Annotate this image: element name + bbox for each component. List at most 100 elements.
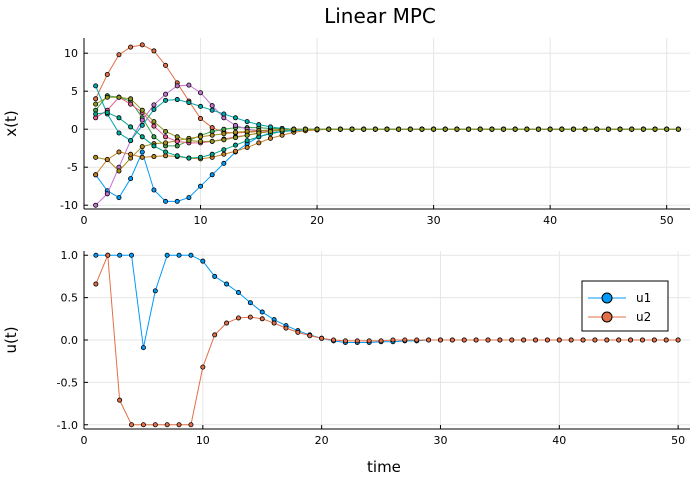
data-point bbox=[342, 338, 348, 344]
x-axis-label: time bbox=[367, 458, 401, 476]
data-point bbox=[128, 96, 134, 102]
data-point bbox=[314, 126, 320, 132]
data-point bbox=[104, 191, 110, 197]
data-point bbox=[259, 309, 265, 315]
data-point bbox=[93, 101, 99, 107]
data-point bbox=[116, 168, 122, 174]
figure-title: Linear MPC bbox=[324, 4, 436, 28]
data-point bbox=[140, 345, 146, 351]
data-point bbox=[151, 102, 157, 108]
data-point bbox=[93, 111, 99, 117]
x-tick-label: 20 bbox=[310, 214, 324, 227]
data-point bbox=[164, 252, 170, 258]
data-point bbox=[198, 154, 204, 160]
data-point bbox=[592, 337, 598, 343]
data-point bbox=[198, 138, 204, 144]
data-point bbox=[533, 337, 539, 343]
data-point bbox=[378, 338, 384, 344]
data-point bbox=[116, 94, 122, 100]
data-point bbox=[152, 422, 158, 428]
data-point bbox=[140, 422, 146, 428]
data-point bbox=[663, 337, 669, 343]
data-point bbox=[489, 126, 495, 132]
data-point bbox=[232, 129, 238, 135]
data-point bbox=[221, 137, 227, 143]
y-tick-label: -0.5 bbox=[57, 376, 78, 389]
data-point bbox=[164, 422, 170, 428]
data-point bbox=[116, 149, 122, 155]
y-axis-label: x(t) bbox=[2, 110, 20, 136]
data-point bbox=[437, 337, 443, 343]
y-tick-label: 0.5 bbox=[61, 292, 79, 305]
y-tick-label: -1.0 bbox=[57, 419, 78, 432]
x-tick-label: 50 bbox=[671, 434, 685, 447]
data-point bbox=[186, 155, 192, 161]
data-point bbox=[337, 126, 343, 132]
data-point bbox=[582, 126, 588, 132]
data-point bbox=[361, 126, 367, 132]
data-point bbox=[402, 337, 408, 343]
data-point bbox=[151, 48, 157, 54]
data-point bbox=[396, 126, 402, 132]
y-tick-label: -10 bbox=[60, 199, 78, 212]
data-point bbox=[128, 138, 134, 144]
data-point bbox=[639, 337, 645, 343]
data-point bbox=[93, 172, 99, 178]
data-point bbox=[512, 126, 518, 132]
data-point bbox=[616, 337, 622, 343]
data-point bbox=[116, 130, 122, 136]
data-point bbox=[232, 135, 238, 141]
legend-swatch-marker bbox=[601, 311, 613, 323]
data-point bbox=[209, 138, 215, 144]
y-tick-label: 0 bbox=[71, 123, 78, 136]
data-point bbox=[366, 338, 372, 344]
data-point bbox=[521, 337, 527, 343]
data-point bbox=[221, 151, 227, 157]
data-point bbox=[128, 124, 134, 130]
data-point bbox=[139, 154, 145, 160]
data-point bbox=[163, 134, 169, 140]
data-point bbox=[419, 126, 425, 132]
data-point bbox=[117, 397, 123, 403]
data-point bbox=[139, 107, 145, 113]
data-point bbox=[104, 71, 110, 77]
data-point bbox=[104, 94, 110, 100]
legend-label: u2 bbox=[636, 310, 651, 324]
data-point bbox=[675, 337, 681, 343]
data-point bbox=[186, 195, 192, 201]
data-point bbox=[151, 187, 157, 193]
data-point bbox=[200, 258, 206, 264]
data-point bbox=[174, 83, 180, 89]
data-point bbox=[247, 300, 253, 306]
x-tick-label: 50 bbox=[660, 214, 674, 227]
data-point bbox=[235, 315, 241, 321]
data-point bbox=[651, 337, 657, 343]
data-point bbox=[198, 90, 204, 96]
data-point bbox=[267, 124, 273, 130]
data-point bbox=[497, 337, 503, 343]
data-point bbox=[509, 337, 515, 343]
data-point bbox=[414, 337, 420, 343]
data-point bbox=[331, 337, 337, 343]
data-point bbox=[524, 126, 530, 132]
data-point bbox=[570, 126, 576, 132]
data-point bbox=[501, 126, 507, 132]
data-point bbox=[117, 252, 123, 258]
data-point bbox=[544, 337, 550, 343]
data-point bbox=[426, 337, 432, 343]
x-tick-label: 0 bbox=[81, 434, 88, 447]
data-point bbox=[295, 329, 301, 335]
data-point bbox=[224, 281, 230, 287]
data-point bbox=[163, 140, 169, 146]
data-point bbox=[605, 126, 611, 132]
data-point bbox=[485, 337, 491, 343]
data-point bbox=[267, 128, 273, 134]
data-point bbox=[604, 337, 610, 343]
data-point bbox=[221, 111, 227, 117]
data-point bbox=[568, 337, 574, 343]
data-point bbox=[279, 127, 285, 133]
data-point bbox=[93, 202, 99, 208]
data-point bbox=[617, 126, 623, 132]
data-point bbox=[93, 281, 99, 287]
data-point bbox=[128, 101, 134, 107]
